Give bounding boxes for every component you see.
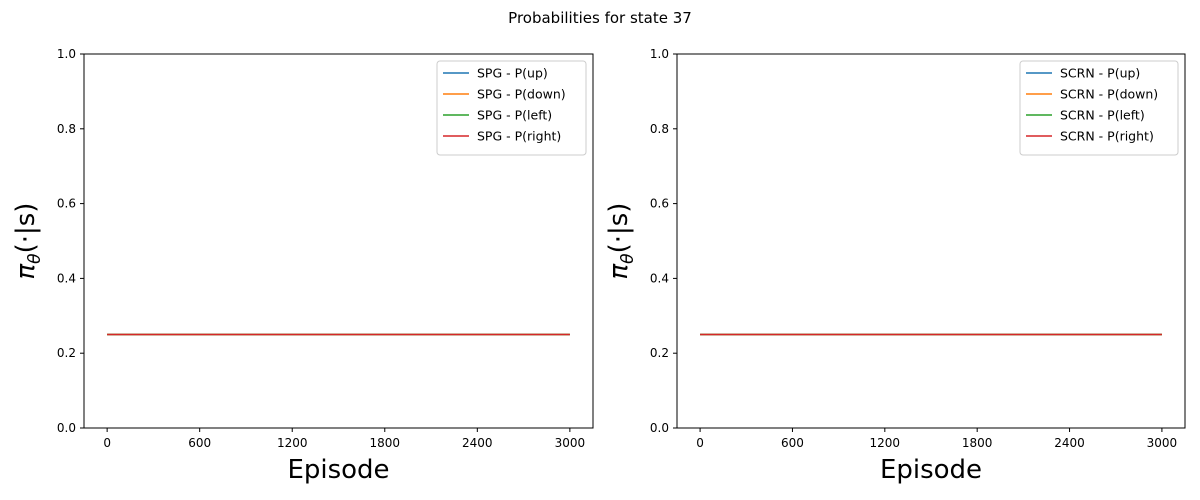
x-tick-label: 3000: [555, 436, 586, 450]
y-tick-label: 1.0: [650, 47, 669, 61]
legend: SPG - P(up) SPG - P(down) SPG - P(left) SPG…: [436, 60, 587, 156]
legend-entry: SPG - P(up): [477, 66, 548, 81]
y-tick-label: 0.8: [650, 122, 669, 136]
y-tick-label: 0.0: [57, 421, 76, 435]
legend-entry: SPG - P(right): [477, 129, 561, 144]
x-tick-label: 2400: [1054, 436, 1085, 450]
legend-entry: SPG - P(down): [477, 87, 566, 102]
x-tick-label: 600: [188, 436, 211, 450]
y-tick-label: 0.2: [650, 346, 669, 360]
x-tick-label: 1200: [870, 436, 901, 450]
legend-entry: SPG - P(left): [477, 108, 552, 123]
x-axis-label: Episode: [880, 455, 982, 485]
legend-box: [436, 60, 587, 156]
figure-title: Probabilities for state 37: [508, 9, 692, 27]
legend-entry: SCRN - P(down): [1060, 87, 1158, 102]
x-tick-label: 1200: [277, 436, 308, 450]
y-label-sub: θ: [618, 253, 638, 264]
y-axis-label: πθ(·|s): [11, 203, 45, 280]
chart-panel-1: 0 600 1200 1800 2400 3000 0.0 0.2 0.4 0.6 0.8 1.0 Ep…: [11, 47, 594, 485]
x-tick-label: 1800: [369, 436, 400, 450]
plot-frame: [83, 53, 594, 429]
y-tick-label: 0.0: [650, 421, 669, 435]
y-label-sub: θ: [25, 253, 45, 264]
legend-entry: SCRN - P(up): [1060, 66, 1140, 81]
y-tick-label: 0.6: [57, 197, 76, 211]
legend-box: [1019, 60, 1179, 156]
legend-entry: SCRN - P(right): [1060, 129, 1154, 144]
y-label-rest: (·|s): [604, 203, 634, 254]
x-tick-label: 2400: [462, 436, 493, 450]
y-axis-label: πθ(·|s): [604, 203, 638, 280]
x-tick-label: 0: [696, 436, 704, 450]
y-tick-label: 1.0: [57, 47, 76, 61]
x-axis-label: Episode: [287, 455, 389, 485]
y-tick-label: 0.4: [57, 271, 76, 285]
legend-entry: SCRN - P(left): [1060, 108, 1145, 123]
plot-frame: [676, 53, 1186, 429]
y-label-main: π: [604, 263, 634, 279]
y-tick-label: 0.4: [650, 271, 669, 285]
x-tick-label: 3000: [1147, 436, 1178, 450]
y-tick-label: 0.2: [57, 346, 76, 360]
chart-panel-2: 0 600 1200 1800 2400 3000 0.0 0.2 0.4 0.6 0.8 1.0 Ep…: [604, 47, 1186, 485]
y-tick-label: 0.8: [57, 122, 76, 136]
y-label-rest: (·|s): [11, 203, 41, 254]
x-tick-label: 1800: [962, 436, 993, 450]
x-tick-label: 0: [103, 436, 111, 450]
x-tick-label: 600: [781, 436, 804, 450]
y-label-main: π: [11, 263, 41, 279]
y-tick-label: 0.6: [650, 197, 669, 211]
legend: SCRN - P(up) SCRN - P(down) SCRN - P(left)…: [1019, 60, 1179, 156]
